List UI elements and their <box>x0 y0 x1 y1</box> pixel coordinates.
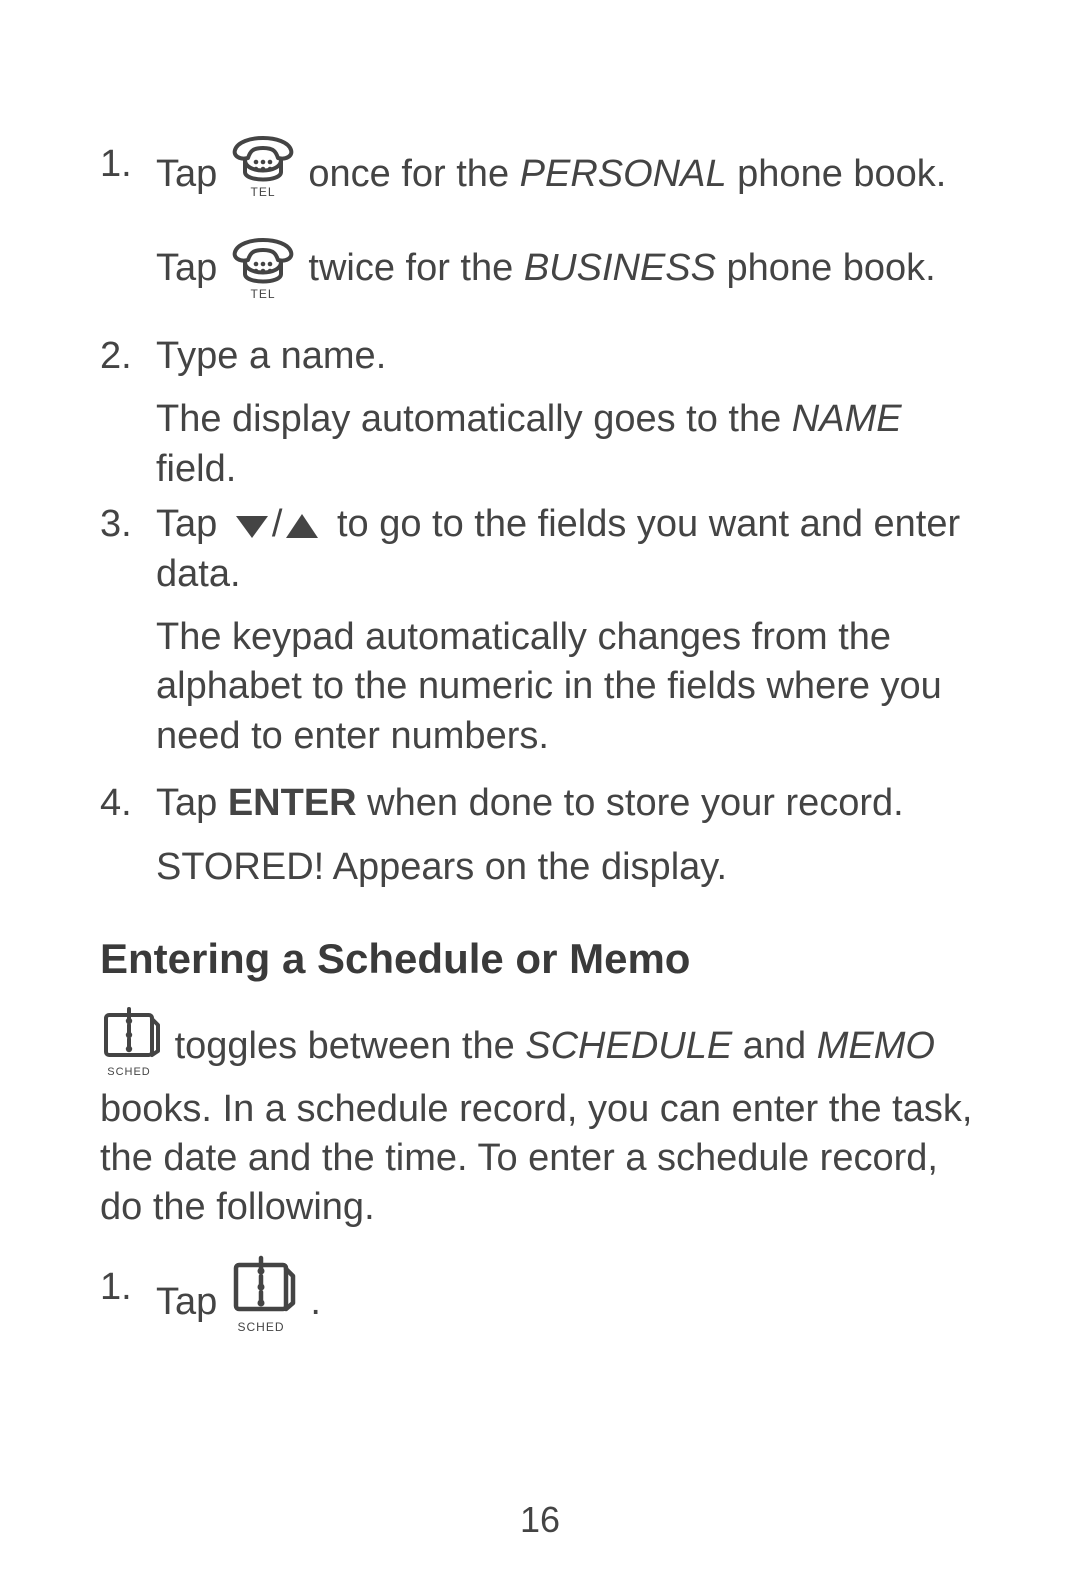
text: toggles between the <box>175 1025 526 1067</box>
section-heading: Entering a Schedule or Memo <box>100 932 980 987</box>
step-body: Tap SCHED <box>156 1263 980 1345</box>
sub-text: STORED! Appears on the display. <box>156 843 980 892</box>
svg-text:TEL: TEL <box>250 185 275 198</box>
text: Tap <box>156 153 228 195</box>
text: Type a name. <box>156 335 386 377</box>
tel-icon: TEL <box>228 126 298 198</box>
text-business: BUSINESS <box>524 247 716 289</box>
step-4: 4. Tap ENTER when done to store your rec… <box>100 779 980 892</box>
text: Tap <box>156 247 228 289</box>
step-body: Tap / to go to the fields you want and e… <box>156 500 980 761</box>
text: The display automatically goes to the <box>156 398 792 440</box>
text: Tap <box>156 503 228 545</box>
sched-icon: SCHED <box>228 1253 300 1335</box>
svg-text:SCHED: SCHED <box>107 1066 151 1078</box>
text: when done to store your record. <box>357 782 904 824</box>
step-3: 3. Tap / to go to the fields you want an… <box>100 500 980 761</box>
text: Tap <box>156 782 228 824</box>
step-number: 1. <box>100 1263 156 1312</box>
text-personal: PERSONAL <box>520 153 727 195</box>
text-schedule: SCHEDULE <box>525 1025 732 1067</box>
svg-text:SCHED: SCHED <box>237 1320 284 1334</box>
tel-icon: TEL <box>228 228 298 300</box>
step-1: 1. Tap TEL once for the PERSON <box>100 140 980 306</box>
text: Tap <box>156 1281 228 1323</box>
step-1b: Tap TEL twi <box>156 234 980 306</box>
sub-text: The display automatically goes to the NA… <box>156 395 980 494</box>
text: and <box>732 1025 817 1067</box>
text: / <box>270 503 285 545</box>
step-number: 2. <box>100 332 156 381</box>
text: phone book. <box>716 247 936 289</box>
text: phone book. <box>727 153 947 195</box>
page-number: 16 <box>0 1497 1080 1544</box>
up-triangle-icon <box>284 500 320 549</box>
text: twice for the <box>308 247 523 289</box>
text-memo: MEMO <box>817 1025 935 1067</box>
text-name: NAME <box>792 398 902 440</box>
step-number: 4. <box>100 779 156 828</box>
sub-text: The keypad automatically changes from th… <box>156 613 980 761</box>
step-body: Type a name. The display automatically g… <box>156 332 980 494</box>
text: books. In a schedule record, you can ent… <box>100 1088 972 1229</box>
text: . <box>310 1281 321 1323</box>
step-number: 3. <box>100 500 156 549</box>
sched-paragraph: SCHED toggles between the SCHEDULE and M… <box>100 1011 980 1233</box>
step-body: Tap TEL once for the PERSONAL phone book… <box>156 140 980 306</box>
text: field. <box>156 448 236 490</box>
down-triangle-icon <box>234 500 270 549</box>
sched-icon: SCHED <box>100 1005 164 1079</box>
step-2: 2. Type a name. The display automaticall… <box>100 332 980 494</box>
step-number: 1. <box>100 140 156 189</box>
step-body: Tap ENTER when done to store your record… <box>156 779 980 892</box>
text: once for the <box>308 153 519 195</box>
svg-text:TEL: TEL <box>250 287 275 300</box>
text-enter: ENTER <box>228 782 357 824</box>
manual-page: 1. Tap TEL once for the PERSON <box>0 0 1080 1578</box>
sched-step-1: 1. Tap SCHED <box>100 1263 980 1345</box>
